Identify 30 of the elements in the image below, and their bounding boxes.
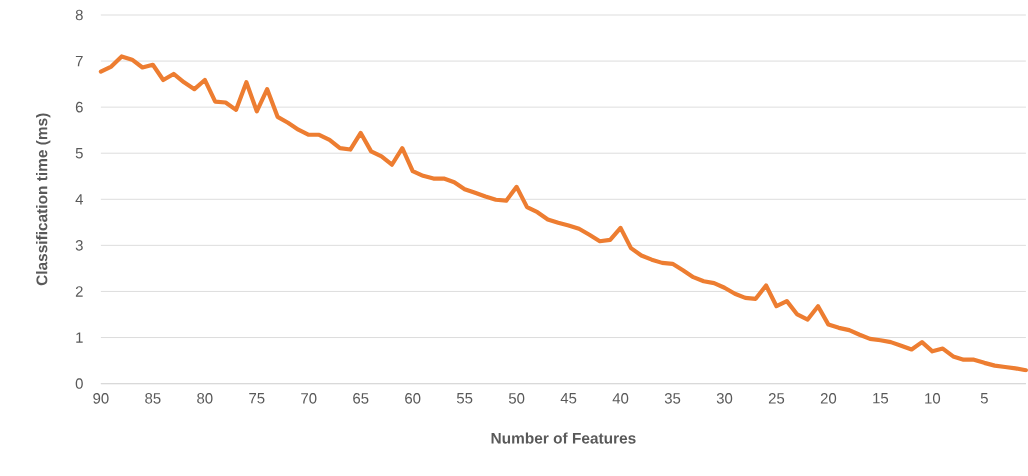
y-tick-label: 1 — [76, 332, 83, 343]
y-tick-label: 0 — [75, 378, 83, 390]
x-tick-label: 40 — [612, 393, 629, 404]
y-axis-title: Classification time (ms) — [36, 113, 51, 286]
y-tick-label: 3 — [75, 240, 83, 251]
x-tick-label: 45 — [560, 393, 577, 404]
y-tick-label: 5 — [75, 148, 83, 159]
x-tick-label: 15 — [873, 393, 889, 404]
x-tick-label: 25 — [768, 393, 785, 404]
x-tick-label: 35 — [664, 393, 681, 404]
x-tick-label: 10 — [925, 393, 941, 404]
y-tick-label: 7 — [75, 56, 83, 67]
line-series — [98, 54, 1028, 373]
x-tick-label: 75 — [249, 393, 265, 404]
x-tick-label: 70 — [301, 393, 317, 404]
x-tick-label: 85 — [145, 393, 161, 404]
x-tick-label: 60 — [405, 393, 421, 404]
y-tick-label: 8 — [75, 9, 83, 21]
y-tick-label: 6 — [75, 102, 83, 113]
x-tick-label: 30 — [716, 393, 733, 404]
x-tick-label: 90 — [93, 393, 109, 404]
y-tick-label: 4 — [75, 194, 83, 205]
x-tick-label: 55 — [456, 393, 473, 404]
x-tick-label: 50 — [508, 393, 525, 404]
x-tick-label: 20 — [820, 393, 837, 404]
x-tick-label: 65 — [353, 393, 369, 404]
x-axis-title: Number of Features — [491, 432, 636, 444]
x-tick-label: 80 — [197, 393, 213, 404]
x-tick-label: 5 — [980, 393, 988, 404]
y-tick-label: 2 — [75, 286, 83, 297]
